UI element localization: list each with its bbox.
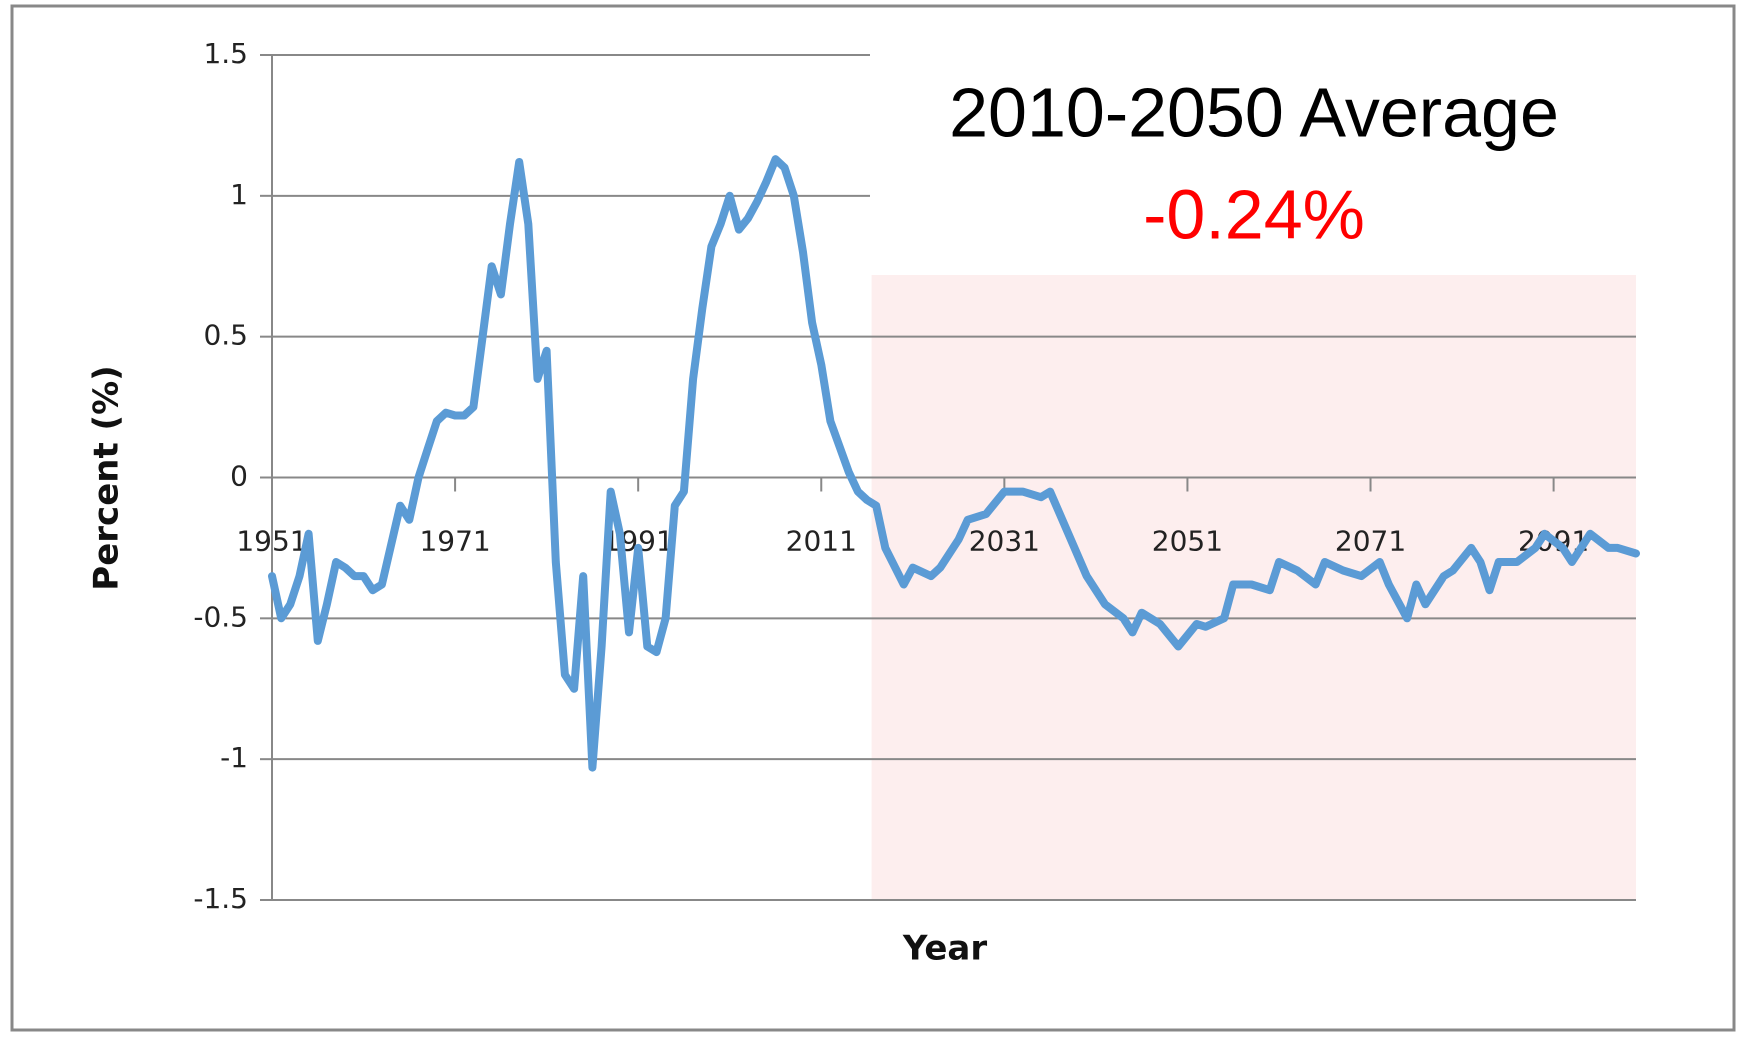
y-tick-label: -1.5 [193, 882, 248, 915]
x-tick-label: 1951 [236, 525, 307, 558]
annotation-value: -0.24% [1143, 175, 1365, 253]
annotation-box [870, 50, 1639, 275]
y-tick-label: -0.5 [193, 600, 248, 633]
x-tick-label: 2011 [786, 525, 857, 558]
x-axis-title: Year [902, 929, 988, 969]
data-line [268, 155, 1640, 772]
y-tick-label: -1 [220, 741, 248, 774]
y-tick-label: 0 [230, 460, 248, 493]
y-tick-label: 1 [230, 178, 248, 211]
y-axis-title: Percent (%) [87, 365, 127, 590]
y-tick-label: 1.5 [203, 37, 248, 70]
x-tick-label: 2031 [969, 525, 1040, 558]
x-tick-label: 2051 [1152, 525, 1223, 558]
y-tick-label: 0.5 [203, 319, 248, 352]
x-tick-label: 1971 [419, 525, 490, 558]
annotation-title: 2010-2050 Average [949, 73, 1559, 151]
marks [268, 155, 1640, 772]
x-tick-label: 2071 [1335, 525, 1406, 558]
